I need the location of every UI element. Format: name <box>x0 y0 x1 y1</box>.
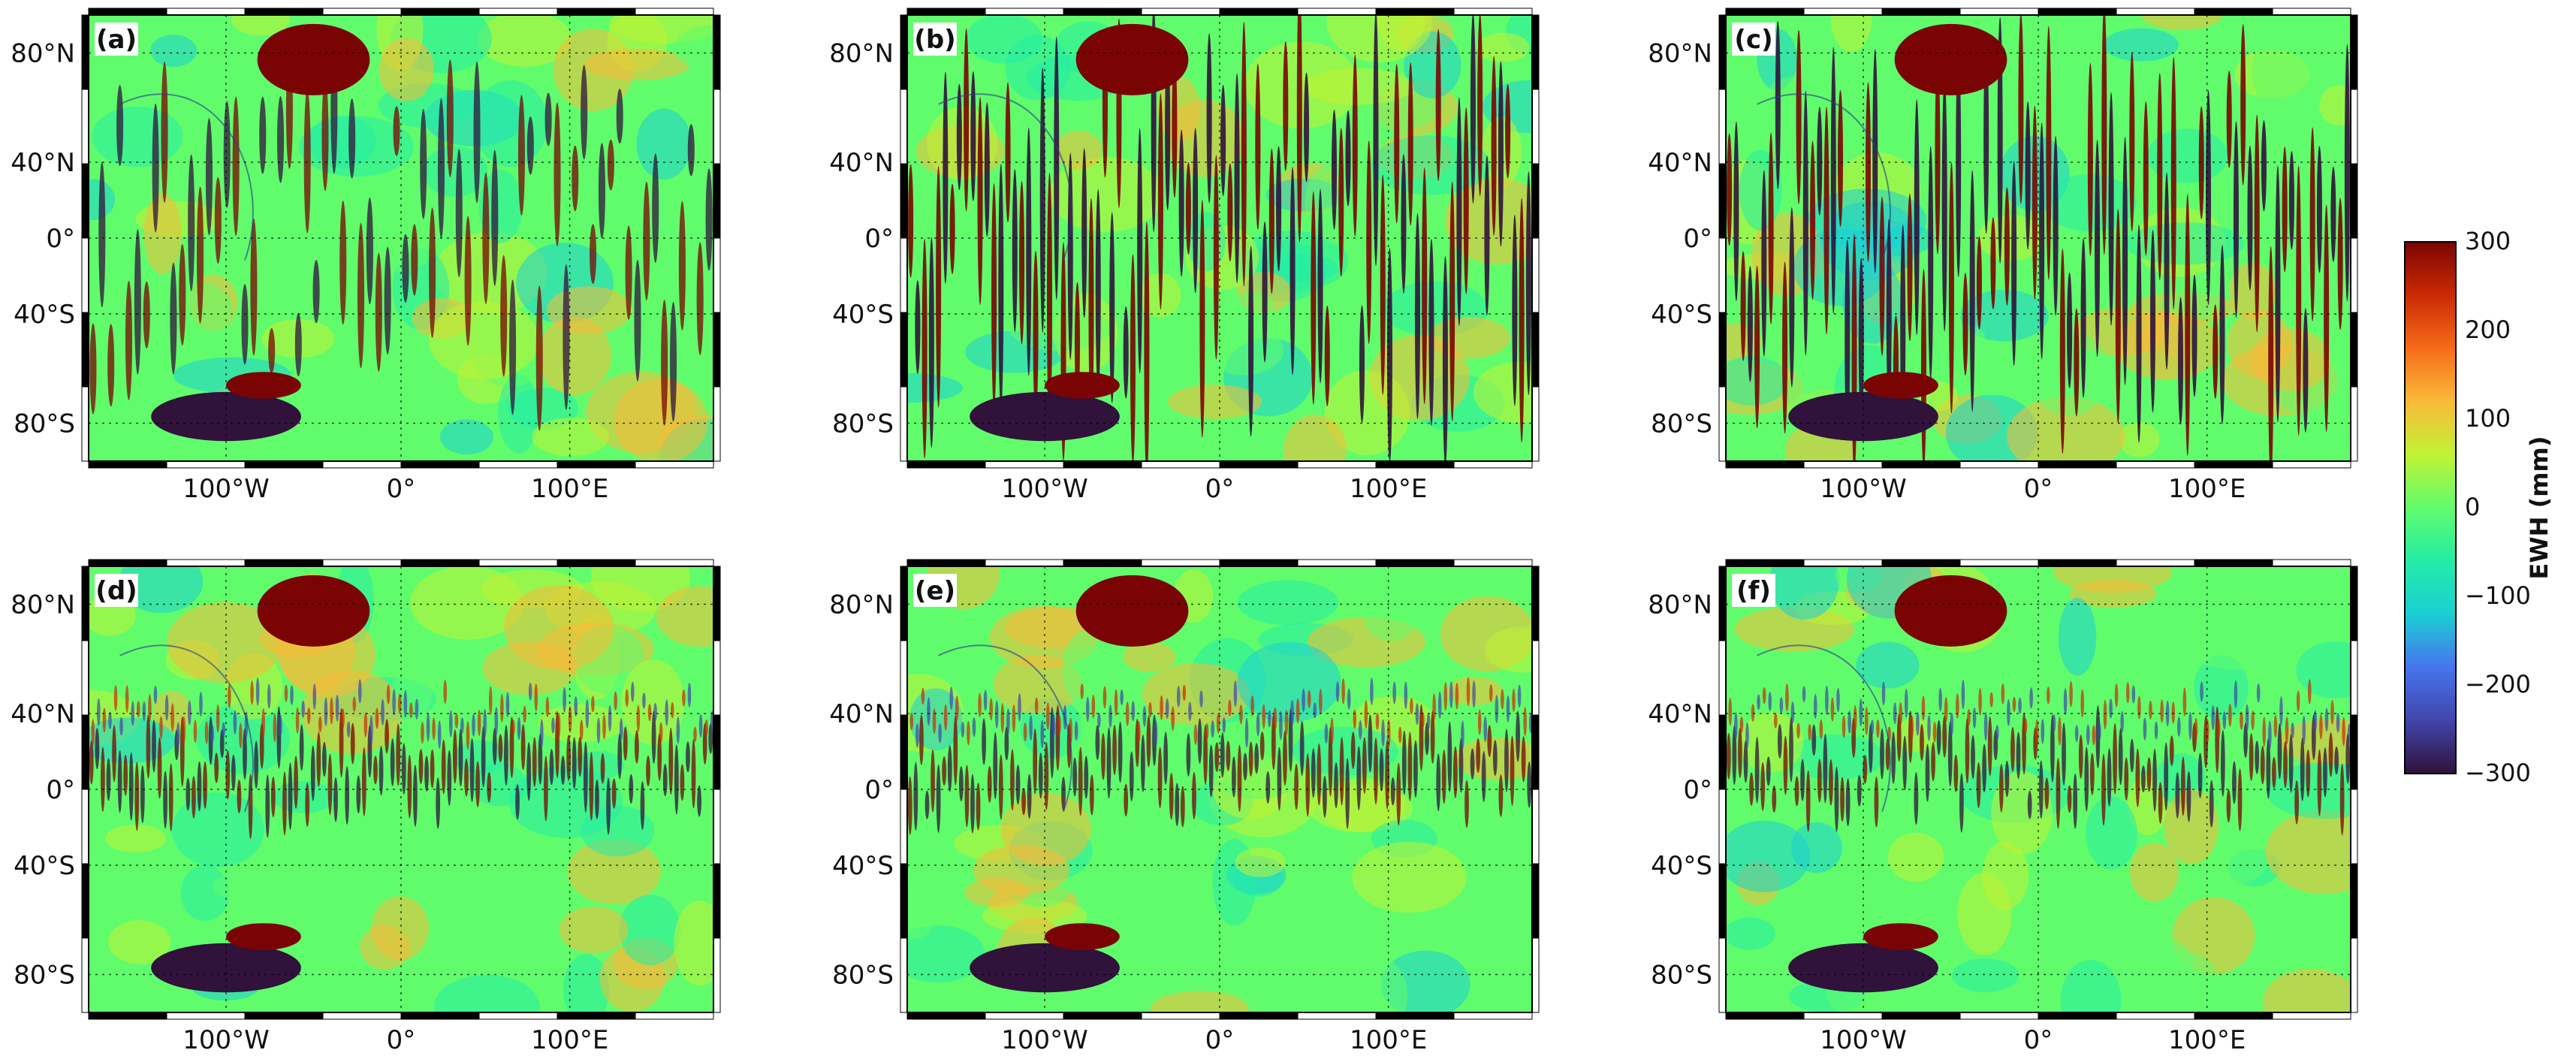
lat-tick-label: 40°N <box>1648 699 1712 729</box>
panel-label: (d) <box>95 576 137 606</box>
lon-tick-label: 0° <box>1205 1025 1235 1055</box>
lon-tick-label: 100°W <box>182 474 270 504</box>
map-panel: (c) 80°N 40°N 0° 40°S 80°S 100°W 0° 100°E <box>1648 8 2358 504</box>
lon-tick-label: 100°E <box>531 1025 608 1055</box>
ewh-field <box>89 566 713 1012</box>
lon-tick-label: 100°W <box>1001 1025 1088 1055</box>
lat-tick-label: 40°S <box>1651 300 1712 330</box>
lat-tick-label: 40°S <box>832 851 894 881</box>
lat-tick-label: 80°N <box>829 590 894 620</box>
lat-tick-label: 40°S <box>1651 851 1712 881</box>
lon-tick-label: 100°W <box>1820 1025 1907 1055</box>
lat-tick-label: 0° <box>46 775 75 805</box>
lat-tick-label: 0° <box>46 224 75 254</box>
lon-tick-label: 0° <box>1205 474 1235 504</box>
colorbar-tick-label: −300 <box>2465 759 2531 787</box>
colorbar-tick-label: 300 <box>2465 227 2511 255</box>
lat-tick-label: 80°N <box>829 38 894 68</box>
lon-tick-label: 100°E <box>531 474 608 504</box>
lon-tick-label: 100°E <box>1350 474 1427 504</box>
lon-tick-label: 0° <box>387 474 416 504</box>
lon-tick-label: 100°W <box>182 1025 270 1055</box>
map-panel: (e) 80°N 40°N 0° 40°S 80°S 100°W 0° 100°E <box>829 559 1540 1055</box>
lon-tick-label: 0° <box>2024 474 2053 504</box>
lat-tick-label: 0° <box>1683 775 1712 805</box>
colorbar-gradient <box>2404 241 2457 774</box>
colorbar-title: EWH (mm) <box>2525 436 2553 579</box>
lat-tick-label: 80°N <box>1648 590 1712 620</box>
lat-tick-label: 80°N <box>11 38 75 68</box>
lat-tick-label: 40°S <box>832 300 894 330</box>
lon-tick-label: 100°E <box>1350 1025 1427 1055</box>
map-panel: (d) 80°N 40°N 0° 40°S 80°S 100°W 0° 100°E <box>11 559 721 1055</box>
lat-tick-label: 80°S <box>14 961 75 991</box>
lat-tick-label: 80°S <box>1651 409 1712 439</box>
panel-label: (a) <box>96 25 137 55</box>
lat-tick-label: 0° <box>864 775 894 805</box>
lat-tick-label: 40°N <box>11 699 75 729</box>
panel-label: (e) <box>915 576 955 606</box>
colorbar: 300 200 100 0 −100 −200 −300 EWH (mm) <box>2404 227 2553 787</box>
lon-tick-label: 100°E <box>2168 474 2246 504</box>
lat-tick-label: 40°N <box>829 699 894 729</box>
lat-tick-label: 40°N <box>1648 148 1712 178</box>
ewh-field <box>907 15 1532 461</box>
lat-tick-label: 80°S <box>14 409 75 439</box>
panel-label: (c) <box>1734 25 1772 55</box>
map-panel: (b) 80°N 40°N 0° 40°S 80°S 100°W 0° 100°E <box>829 8 1540 504</box>
colorbar-tick-label: 200 <box>2465 315 2511 344</box>
map-panel: (a) 80°N 40°N 0° 40°S 80°S 100°W 0° 100°E <box>11 8 721 504</box>
lon-tick-label: 100°W <box>1820 474 1907 504</box>
lat-tick-label: 80°S <box>1651 961 1712 991</box>
panel-label: (b) <box>914 25 955 55</box>
lon-tick-label: 100°E <box>2168 1025 2246 1055</box>
lat-tick-label: 40°N <box>829 148 894 178</box>
colorbar-tick-label: 0 <box>2465 493 2480 521</box>
lon-tick-label: 0° <box>387 1025 416 1055</box>
colorbar-tick-label: −100 <box>2465 581 2531 610</box>
lat-tick-label: 0° <box>1683 224 1712 254</box>
lon-tick-label: 0° <box>2024 1025 2053 1055</box>
lat-tick-label: 80°N <box>1648 38 1712 68</box>
lat-tick-label: 40°N <box>11 148 75 178</box>
lat-tick-label: 40°S <box>14 300 75 330</box>
lat-tick-label: 80°S <box>832 409 894 439</box>
map-panel: (f) 80°N 40°N 0° 40°S 80°S 100°W 0° 100°E <box>1648 559 2358 1055</box>
lat-tick-label: 40°S <box>14 851 75 881</box>
ewh-field <box>1726 566 2351 1012</box>
lat-tick-label: 80°N <box>11 590 75 620</box>
panel-label: (f) <box>1736 576 1771 606</box>
colorbar-tick-label: 100 <box>2465 404 2511 433</box>
lat-tick-label: 0° <box>864 224 894 254</box>
lat-tick-label: 80°S <box>832 961 894 991</box>
lon-tick-label: 100°W <box>1001 474 1088 504</box>
colorbar-tick-label: −200 <box>2465 670 2531 698</box>
